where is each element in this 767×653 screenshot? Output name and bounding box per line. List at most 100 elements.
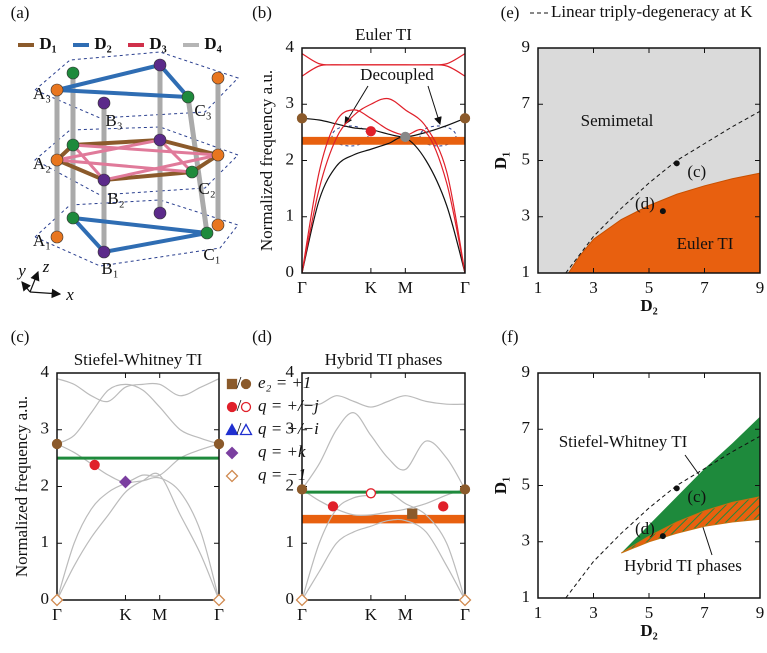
marker <box>212 593 226 607</box>
atom-label: C₁ <box>203 245 220 264</box>
y-tick-label: 1 <box>286 532 295 551</box>
x-tick-label: 1 <box>534 603 543 622</box>
panel-label: (c) <box>11 327 30 346</box>
x-tick-label: M <box>398 278 413 297</box>
legend-text: q = +k <box>258 442 306 461</box>
atom-label: A₂ <box>33 154 51 173</box>
y-axis-label: D₁ <box>491 152 510 169</box>
legend-text: q = +/−i <box>258 419 319 438</box>
atom <box>153 206 167 220</box>
point-label: (d) <box>635 194 655 213</box>
marker <box>119 475 132 489</box>
atom <box>50 153 64 167</box>
x-tick-label: Γ <box>460 278 470 297</box>
x-tick-label: 9 <box>756 603 765 622</box>
band <box>302 395 465 408</box>
atom <box>211 71 225 85</box>
axis-glyph: z <box>42 257 50 276</box>
x-tick-label: M <box>152 605 167 624</box>
marker <box>239 423 253 436</box>
x-tick-label: 3 <box>589 278 598 297</box>
atom <box>153 58 167 72</box>
atom <box>97 245 111 259</box>
legend-text: D₄ <box>204 34 221 53</box>
phase-point <box>659 533 666 540</box>
marker <box>50 593 64 607</box>
x-tick-label: K <box>119 605 132 624</box>
marker <box>365 126 377 137</box>
panel-label: (f) <box>502 327 519 346</box>
atom <box>200 226 214 240</box>
y-tick-label: 0 <box>41 589 50 608</box>
atom <box>97 96 111 110</box>
phase-point <box>659 208 666 215</box>
y-tick-label: 5 <box>522 149 531 168</box>
y-tick-label: 3 <box>522 531 531 550</box>
annotation: Decoupled <box>360 65 434 84</box>
marker <box>225 423 239 436</box>
slash: / <box>237 396 242 415</box>
atom-label: B₃ <box>105 111 122 130</box>
plot-frame <box>56 372 220 601</box>
atom-label: C₂ <box>198 179 215 198</box>
legend-text: D₁ <box>39 34 56 53</box>
marker <box>459 484 471 495</box>
point-label: (d) <box>635 519 655 538</box>
y-axis-label: D₁ <box>491 477 510 494</box>
panel-label: (e) <box>501 3 520 22</box>
panel-title: Euler TI <box>355 25 412 44</box>
marker <box>458 593 472 607</box>
atom <box>66 66 80 80</box>
y-tick-label: 1 <box>41 532 50 551</box>
panel-label: (a) <box>11 3 30 22</box>
gap-band <box>302 136 465 145</box>
region <box>621 416 760 553</box>
band <box>302 488 465 517</box>
y-tick-label: 3 <box>286 93 295 112</box>
atom <box>66 211 80 225</box>
y-tick-label: 3 <box>522 206 531 225</box>
marker <box>213 438 225 450</box>
atom <box>97 173 111 187</box>
dashed-curve <box>565 110 761 274</box>
region-label: Semimetal <box>581 111 654 130</box>
band <box>302 97 465 273</box>
panel-label: (d) <box>252 327 272 346</box>
atom <box>211 148 225 162</box>
legend-text: D₂ <box>94 34 111 53</box>
legend-text: q = −1 <box>258 465 306 484</box>
point-label: (c) <box>687 487 706 506</box>
marker <box>225 469 239 483</box>
y-tick-label: 1 <box>522 262 531 281</box>
x-tick-label: 7 <box>700 278 709 297</box>
y-tick-label: 3 <box>286 419 295 438</box>
slash: / <box>237 373 242 392</box>
y-tick-label: 5 <box>522 474 531 493</box>
band <box>302 136 465 273</box>
y-tick-label: 0 <box>286 262 295 281</box>
phase-point <box>673 160 680 167</box>
marker <box>89 459 100 471</box>
marker <box>400 131 411 143</box>
band <box>302 53 465 66</box>
x-tick-label: Γ <box>52 605 62 624</box>
x-tick-label: Γ <box>297 605 307 624</box>
atom-label: A₁ <box>33 231 51 250</box>
marker <box>240 378 252 390</box>
legend-text: e₂ = +1 <box>258 373 311 392</box>
y-tick-label: 2 <box>286 149 295 168</box>
x-axis-label: D₂ <box>640 296 657 315</box>
marker <box>51 438 63 450</box>
region-label: Euler TI <box>677 234 734 253</box>
marker <box>296 484 308 495</box>
y-tick-label: 2 <box>286 475 295 494</box>
y-tick-label: 2 <box>41 475 50 494</box>
atom <box>185 165 199 179</box>
band <box>57 378 219 403</box>
band <box>57 476 219 600</box>
boundary <box>568 172 761 274</box>
x-tick-label: K <box>365 605 378 624</box>
atom <box>153 133 167 147</box>
band <box>302 64 465 77</box>
y-tick-label: 1 <box>286 206 295 225</box>
